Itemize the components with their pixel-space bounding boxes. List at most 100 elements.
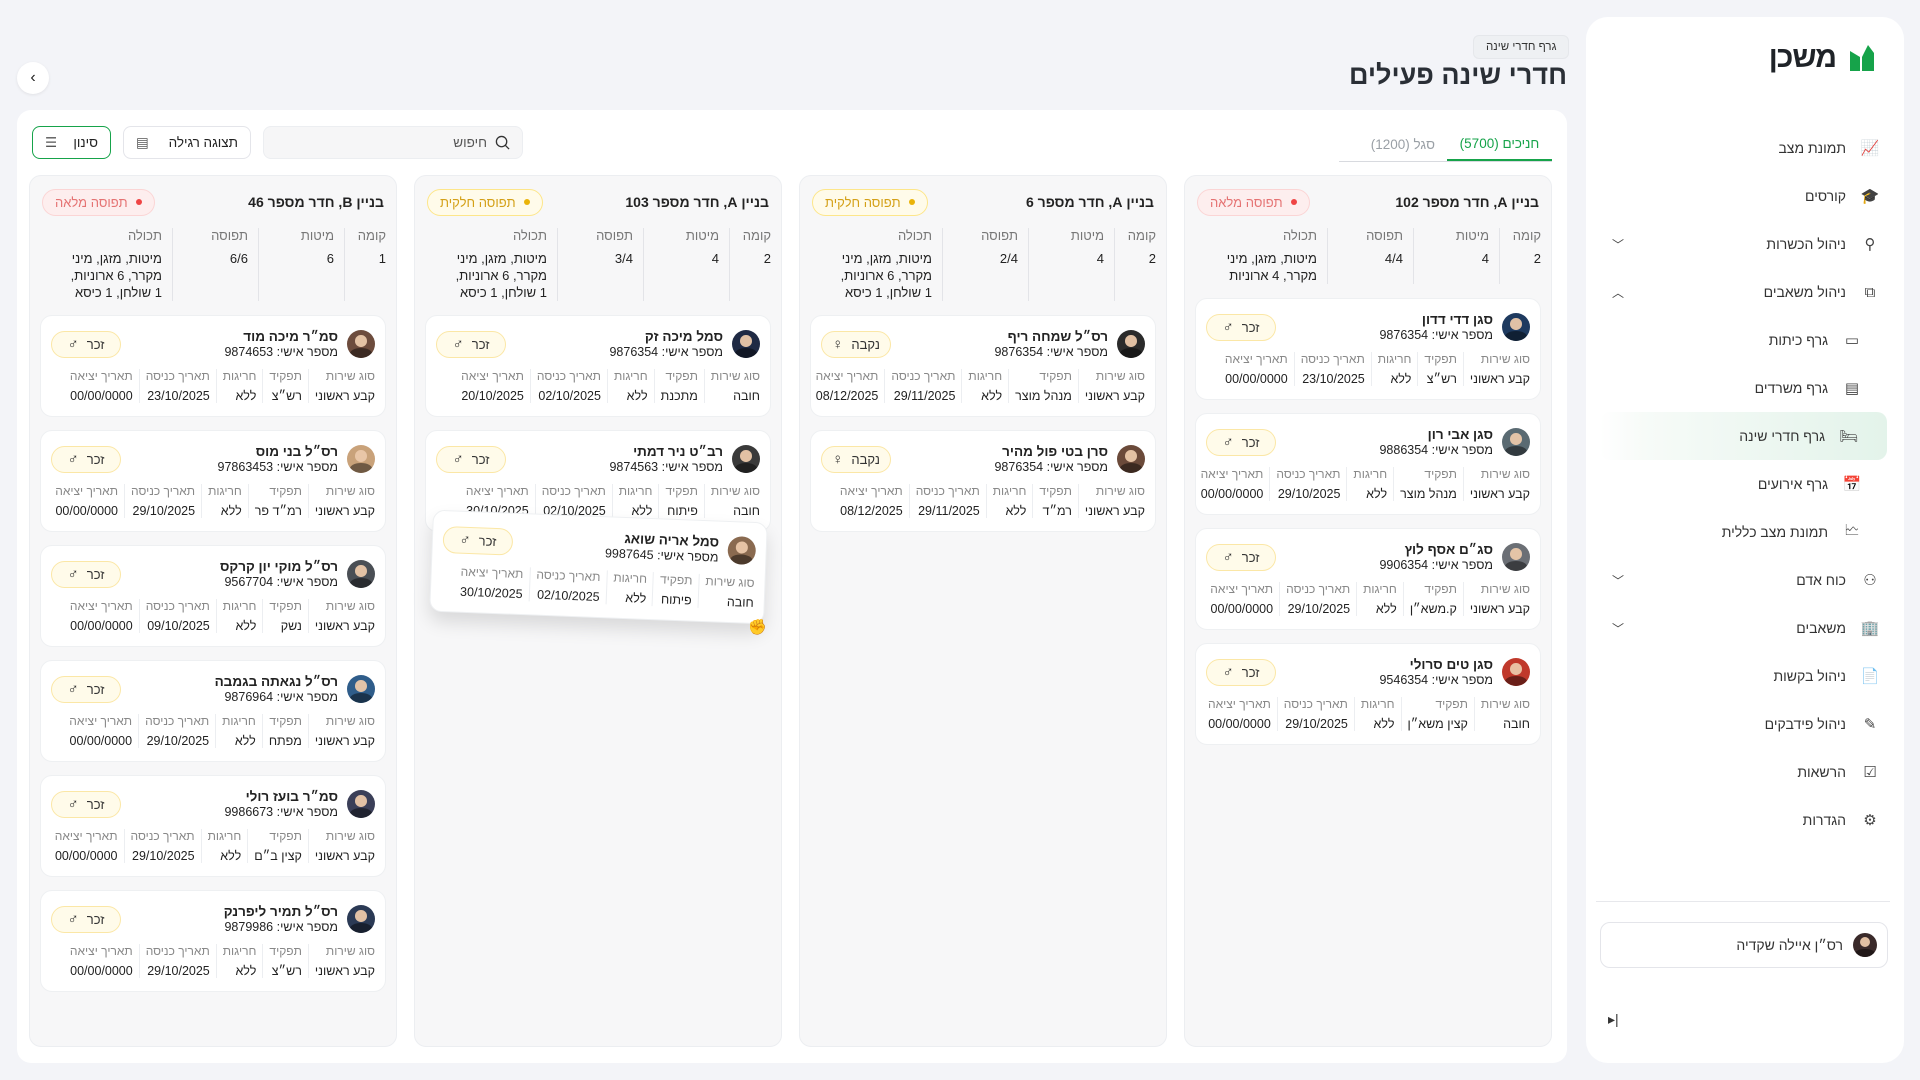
back-button[interactable]: ‹ <box>17 62 49 94</box>
resident-card[interactable]: סגן אבי רון מספר אישי: 9886354 זכר ♂ סוג שיר… <box>1195 413 1541 515</box>
male-icon: ♂ <box>67 680 79 698</box>
detail-service: סוג שירות חובה <box>697 573 755 610</box>
detail-value: 20/10/2025 <box>461 389 524 403</box>
stat-value: מיטות, מזגן, מיני מקרר, 6 ארוניות, 1 שול… <box>840 251 932 300</box>
logo[interactable]: משכן <box>1769 41 1876 75</box>
gender-badge: זכר ♂ <box>436 330 506 358</box>
bed-icon: 🛏 <box>1839 428 1859 445</box>
card-header: סמל אריה שואג מספר אישי: 9987645 זכר ♂ <box>442 522 757 568</box>
detail-label: סוג שירות <box>325 484 375 498</box>
sidebar-item-overview[interactable]: 🗠 תמונת מצב כללית <box>1586 508 1904 556</box>
stat-occupancy: תפוסה 3/4 <box>557 228 633 301</box>
sidebar-item-building[interactable]: 🏢 משאבים ﹀ <box>1586 604 1904 652</box>
personal-number-value: 9987645 <box>604 546 654 563</box>
detail-value: קבע ראשוני <box>1469 372 1530 386</box>
resident-name[interactable]: סמל מיכה זק <box>644 329 723 344</box>
sidebar-item-flow[interactable]: ⧉ ניהול משאבים ︿ <box>1586 268 1904 316</box>
resident-name[interactable]: סמ״ר בועז רולי <box>245 789 338 804</box>
detail-role: תפקיד מפתח <box>261 714 308 748</box>
detail-value: 29/11/2025 <box>918 504 980 518</box>
sidebar-item-document[interactable]: 📄 ניהול בקשות <box>1586 652 1904 700</box>
resident-card[interactable]: רס״ל תמיר ליפרנק מספר אישי: 9879986 זכר ♂ סו… <box>40 890 386 992</box>
sidebar-item-feedback[interactable]: ✎ ניהול פידבקים <box>1586 700 1904 748</box>
room-header: בניין A, חדר מספר 103 תפוסה חלקית <box>425 176 771 228</box>
resident-card[interactable]: רס״ל נגאתה בגמבה מספר אישי: 9876964 זכר ♂ סו… <box>40 660 386 762</box>
detail-role: תפקיד קצין משא״ן <box>1400 697 1474 731</box>
breadcrumb-item[interactable]: גרף חדרי שינה <box>1486 41 1557 53</box>
resident-info: סג״ם אסף לוץ מספר אישי: 9906354 <box>1285 542 1493 572</box>
chevron-down-icon[interactable]: ﹀ <box>1612 621 1625 636</box>
resident-name[interactable]: סמ״ר מיכה מוד <box>243 329 338 344</box>
resident-card[interactable]: סג״ם אסף לוץ מספר אישי: 9906354 זכר ♂ סוג שי… <box>1195 528 1541 630</box>
sidebar-item-gear[interactable]: ⚙ הגדרות <box>1586 796 1904 844</box>
detail-role: תפקיד רש״צ <box>262 369 307 403</box>
sidebar-item-permissions[interactable]: ☑ הרשאות <box>1586 748 1904 796</box>
resident-card[interactable]: סמל מיכה זק מספר אישי: 9876354 זכר ♂ סוג שיר… <box>425 315 771 417</box>
resident-name[interactable]: רס״ל מוקי יון קרקס <box>219 559 338 574</box>
sidebar-item-graduation-cap[interactable]: 🎓 קורסים <box>1586 172 1904 220</box>
user-profile[interactable]: רס״ן איילה שקדיה <box>1600 922 1888 968</box>
female-icon: ♀ <box>832 450 844 468</box>
detail-exit: תאריך יציאה 00/00/0000 <box>51 484 124 518</box>
stat-beds: מיטות 4 <box>1413 228 1489 284</box>
resident-card[interactable]: סגן דדי דדון מספר אישי: 9876354 זכר ♂ סוג שי… <box>1195 298 1541 400</box>
collapse-sidebar-icon[interactable]: |▸ <box>1608 1011 1619 1027</box>
resident-card[interactable]: רס״ל בני מוס מספר אישי: 97863453 זכר ♂ סוג ש… <box>40 430 386 532</box>
resident-name[interactable]: רס״ל תמיר ליפרנק <box>223 904 338 919</box>
resident-name[interactable]: סגן דדי דדון <box>1421 312 1493 327</box>
sidebar-item-calendar[interactable]: 📅 גרף אירועים <box>1586 460 1904 508</box>
detail-exit: תאריך יציאה 20/10/2025 <box>436 369 530 403</box>
resident-name[interactable]: סרן בטי פול מהיר <box>1002 444 1108 459</box>
sidebar-item-classroom[interactable]: ▭ גרף כיתות <box>1586 316 1904 364</box>
chevron-up-icon[interactable]: ︿ <box>1612 285 1625 300</box>
tab-trainees[interactable]: חניכים (5700) <box>1447 128 1552 161</box>
resident-card[interactable]: סמל אריה שואג מספר אישי: 9987645 זכר ♂ סוג ש… <box>429 509 768 625</box>
resident-card[interactable]: סרן בטי פול מהיר מספר אישי: 9876354 נקבה ♀ ס… <box>810 430 1156 532</box>
resident-name[interactable]: סג״ם אסף לוץ <box>1404 542 1493 557</box>
resident-name[interactable]: סגן אבי רון <box>1427 427 1493 442</box>
detail-value: רמ״ד פר <box>254 504 302 518</box>
resident-card[interactable]: רס״ל שמחה ריף מספר אישי: 9876354 נקבה ♀ סוג … <box>810 315 1156 417</box>
breadcrumb[interactable]: גרף חדרי שינה <box>1473 35 1570 59</box>
detail-entry: תאריך כניסה 09/10/2025 <box>138 599 216 633</box>
resident-card[interactable]: סמ״ר מיכה מוד מספר אישי: 9874653 זכר ♂ סוג ש… <box>40 315 386 417</box>
search-input[interactable]: חיפוש <box>263 126 523 159</box>
resident-name[interactable]: רב״ט ניר דמתי <box>633 444 723 459</box>
detail-exit: תאריך יציאה 00/00/0000 <box>51 944 139 978</box>
tab-staff[interactable]: סגל (1200) <box>1370 137 1435 152</box>
resident-info: רס״ל נגאתה בגמבה מספר אישי: 9876964 <box>130 674 338 704</box>
resident-card[interactable]: רס״ל מוקי יון קרקס מספר אישי: 9567704 זכר ♂… <box>40 545 386 647</box>
detail-label: תאריך יציאה <box>69 714 133 728</box>
sidebar-item-people[interactable]: ⚇ כוח אדם ﹀ <box>1586 556 1904 604</box>
personal-number-value: 9986673 <box>224 805 274 819</box>
personal-number-label: מספר אישי: <box>273 690 338 704</box>
sidebar-item-office[interactable]: ▤ גרף משרדים <box>1586 364 1904 412</box>
personal-number-label: מספר אישי: <box>1428 673 1493 687</box>
sidebar-item-chart-line[interactable]: 📈 תמונת מצב <box>1586 124 1904 172</box>
stat-label: תפוסה <box>981 228 1018 243</box>
resident-name[interactable]: רס״ל נגאתה בגמבה <box>214 674 338 689</box>
resident-name[interactable]: רס״ל בני מוס <box>255 444 338 459</box>
detail-exceptions: חריגות ללא <box>961 369 1008 403</box>
sidebar-item-bed[interactable]: 🛏 גרף חדרי שינה <box>1600 412 1887 460</box>
resident-name[interactable]: רס״ל שמחה ריף <box>1007 329 1108 344</box>
male-icon: ♂ <box>67 450 79 468</box>
card-header: סג״ם אסף לוץ מספר אישי: 9906354 זכר ♂ <box>1206 540 1530 574</box>
detail-label: תאריך כניסה <box>145 369 210 383</box>
chevron-down-icon[interactable]: ﹀ <box>1612 573 1625 588</box>
view-mode-button[interactable]: תצוגה רגילה ▤ <box>123 126 251 159</box>
resident-card[interactable]: סמ״ר בועז רולי מספר אישי: 9986673 זכר ♂ סוג … <box>40 775 386 877</box>
sidebar-item-hierarchy[interactable]: ⚲ ניהול הכשרות ﹀ <box>1586 220 1904 268</box>
chevron-down-icon[interactable]: ﹀ <box>1612 237 1625 252</box>
detail-label: תאריך יציאה <box>69 944 133 958</box>
gender-label: זכר <box>86 336 105 352</box>
resident-card[interactable]: סגן טים סרולי מספר אישי: 9546354 זכר ♂ סוג ש… <box>1195 643 1541 745</box>
stat-value: 2 <box>763 251 771 266</box>
filter-button[interactable]: סינון ☰ <box>32 126 111 159</box>
occupancy-status-badge: תפוסה חלקית <box>812 188 928 216</box>
resident-name[interactable]: סגן טים סרולי <box>1409 657 1493 672</box>
detail-label: תאריך יציאה <box>1200 467 1264 481</box>
stat-label: מיטות <box>1070 228 1104 243</box>
detail-value: ללא <box>235 964 257 978</box>
detail-label: תפקיד <box>665 369 698 383</box>
